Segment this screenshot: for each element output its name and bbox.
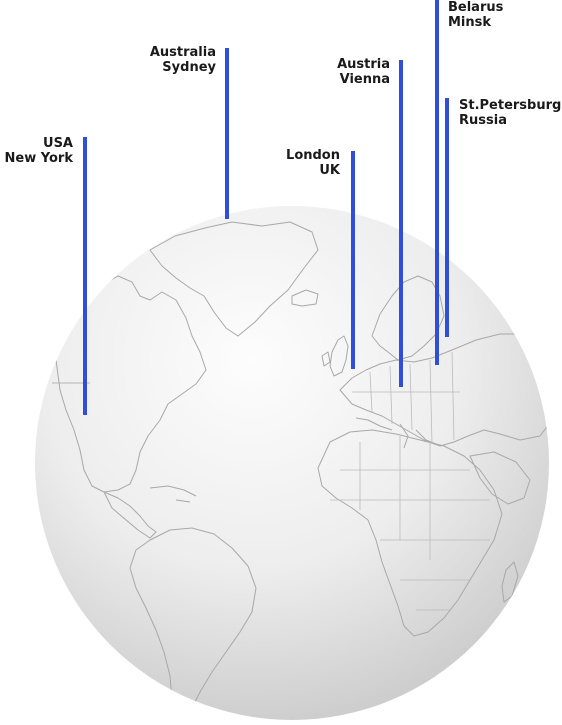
label-australia-city: Sydney xyxy=(162,60,216,75)
label-london-city: London xyxy=(286,148,340,163)
label-belarus-city: Minsk xyxy=(448,15,492,30)
pin-austria xyxy=(399,60,403,387)
scandinavia-outline xyxy=(371,275,445,361)
globe-sphere xyxy=(35,206,549,720)
label-london: London UK xyxy=(286,148,340,178)
label-austria-city: Vienna xyxy=(339,72,390,87)
label-austria: Austria Vienna xyxy=(337,57,390,87)
pin-london xyxy=(351,151,355,369)
landmasses xyxy=(55,221,549,720)
label-stpetersburg-country: Russia xyxy=(459,113,507,128)
label-usa: USA New York xyxy=(5,136,73,166)
label-belarus: Belarus Minsk xyxy=(448,0,503,30)
label-usa-city: New York xyxy=(4,151,73,166)
iceland-outline xyxy=(291,289,319,307)
label-belarus-country: Belarus xyxy=(448,0,504,15)
arabia-outline xyxy=(469,451,531,505)
label-london-country: UK xyxy=(319,163,340,178)
uk-outline xyxy=(321,335,349,377)
label-australia: Australia Sydney xyxy=(150,45,216,75)
label-austria-country: Austria xyxy=(337,57,390,72)
pin-usa xyxy=(83,137,87,415)
caribbean-outline xyxy=(149,485,197,503)
europe-borders xyxy=(352,351,460,445)
label-stpetersburg-city: St.Petersburg xyxy=(459,98,562,113)
label-stpetersburg: St.Petersburg Russia xyxy=(459,98,561,128)
north-america-outline xyxy=(55,275,207,493)
pin-australia xyxy=(225,48,229,219)
label-australia-country: Australia xyxy=(149,45,216,60)
greenland-outline xyxy=(149,221,319,337)
pin-stpetersburg xyxy=(445,98,449,337)
label-usa-country: USA xyxy=(43,136,73,151)
pin-belarus xyxy=(435,0,439,365)
central-america-outline xyxy=(103,491,157,539)
africa-borders xyxy=(330,436,490,611)
